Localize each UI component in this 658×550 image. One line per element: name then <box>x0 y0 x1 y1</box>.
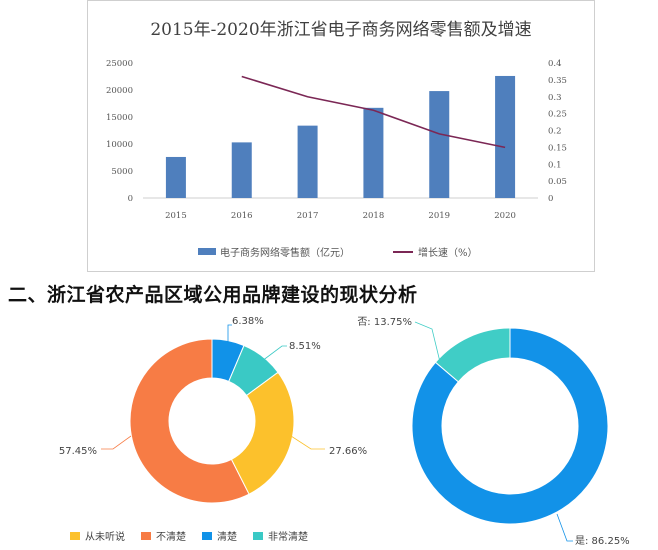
legend-item-clear: 清楚 <box>202 528 237 543</box>
donut1-label-从未听说: 27.66% <box>329 446 367 457</box>
donut-charts: 6.38% 8.51% 27.66% 57.45% 否: 13.75% 是: 86.25% <box>59 316 630 545</box>
legend-swatch-unclear <box>141 531 151 540</box>
y-left-tick-label: 0 <box>128 194 133 204</box>
y-right-tick-label: 0.35 <box>548 76 567 86</box>
legend-line-label: 增长速（%） <box>418 248 478 259</box>
donut2-label-yes: 是: 86.25% <box>575 535 630 545</box>
legend-label-unclear: 不清楚 <box>156 532 186 543</box>
bar-2015 <box>165 156 186 198</box>
donut-legend: 从未听说 不清楚 清楚 非常清楚 <box>70 528 308 543</box>
donut1-leader-清楚 <box>227 324 232 343</box>
legend-line-swatch <box>393 250 413 253</box>
y-right-tick-label: 0.1 <box>548 160 562 170</box>
x-tick-label: 2018 <box>363 211 385 221</box>
y-right-tick-label: 0 <box>548 194 553 204</box>
legend-label-unheard: 从未听说 <box>85 532 125 543</box>
donut1-label-清楚: 6.38% <box>232 316 264 327</box>
bar-2017 <box>297 125 318 198</box>
legend-item-unheard: 从未听说 <box>70 528 125 543</box>
x-tick-label: 2016 <box>231 211 253 221</box>
legend-line-entry: 增长速（%） <box>393 244 478 259</box>
x-tick-label: 2017 <box>297 211 319 221</box>
legend-item-unclear: 不清楚 <box>141 528 186 543</box>
chart-title: 2015年-2020年浙江省电子商务网络零售额及增速 <box>150 20 532 40</box>
y-right-tick-label: 0.25 <box>548 110 567 120</box>
donut1-slice-从未听说 <box>230 371 295 495</box>
y-left-tick-label: 15000 <box>106 113 133 123</box>
donut2-leader-yes <box>556 513 573 542</box>
section-heading: 二、浙江省农产品区域公用品牌建设的现状分析 <box>8 284 418 306</box>
legend-swatch-clear <box>202 531 212 540</box>
y-right-tick-label: 0.05 <box>548 177 567 187</box>
legend-bar-entry: 电子商务网络零售额（亿元） <box>198 244 350 259</box>
donut1-label-非常清楚: 8.51% <box>289 341 321 352</box>
legend-bar-label: 电子商务网络零售额（亿元） <box>220 248 350 259</box>
x-tick-label: 2019 <box>428 211 450 221</box>
donut1-leader-从未听说 <box>290 435 325 450</box>
legend-label-very-clear: 非常清楚 <box>268 532 308 543</box>
donut1-slice-不清楚 <box>129 338 250 504</box>
sales-chart-frame: 2015年-2020年浙江省电子商务网络零售额及增速 0 5000 10000 150… <box>87 0 595 272</box>
y-right-tick-label: 0.4 <box>548 59 562 69</box>
x-tick-label: 2015 <box>165 211 187 221</box>
y-right-tick-label: 0.15 <box>548 143 567 153</box>
legend-bar-swatch <box>198 248 216 255</box>
legend-swatch-very-clear <box>253 531 263 540</box>
y-left-tick-label: 20000 <box>106 86 133 96</box>
donut2-slice-yes <box>411 327 609 525</box>
bar-2018 <box>363 107 384 198</box>
growth-line <box>241 75 506 149</box>
x-tick-label: 2020 <box>494 211 516 221</box>
donut2-leader-no <box>414 321 441 363</box>
legend-swatch-unheard <box>70 531 80 540</box>
donut1-label-不清楚: 57.45% <box>59 446 97 457</box>
legend-label-clear: 清楚 <box>217 532 237 543</box>
bar-2016 <box>231 142 252 198</box>
y-left-tick-label: 5000 <box>111 167 133 177</box>
y-right-tick-label: 0.3 <box>548 93 562 103</box>
donut1-leader-非常清楚 <box>261 345 287 362</box>
donut2-label-no: 否: 13.75% <box>357 316 412 328</box>
y-right-tick-label: 0.2 <box>548 127 562 137</box>
bar-2020 <box>495 75 516 198</box>
y-left-tick-label: 25000 <box>106 59 133 69</box>
y-left-tick-label: 10000 <box>106 140 133 150</box>
donut1-leader-不清楚 <box>101 435 132 450</box>
legend-item-very-clear: 非常清楚 <box>253 528 308 543</box>
bar-2019 <box>429 91 450 198</box>
combo-chart: 0 5000 10000 15000 20000 25000 0 0.05 0.1 0.15 0.2… <box>106 59 567 221</box>
